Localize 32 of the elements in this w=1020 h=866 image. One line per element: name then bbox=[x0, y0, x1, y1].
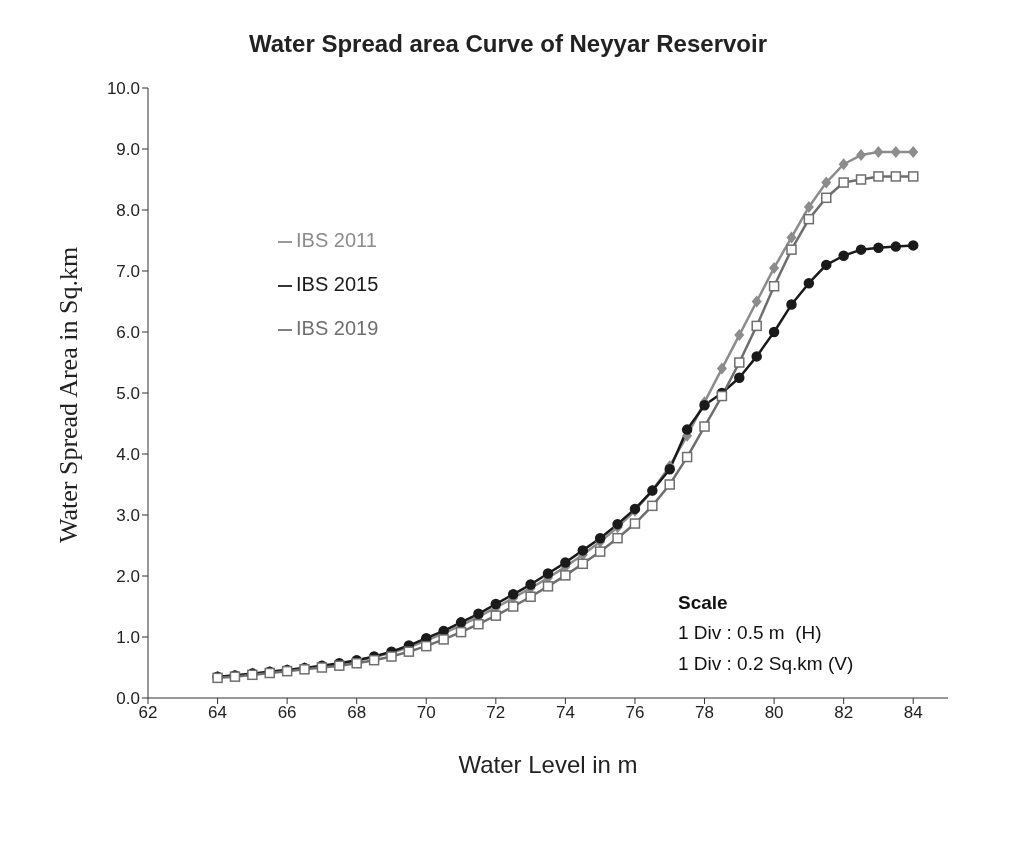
y-tick-label: 9.0 bbox=[116, 140, 140, 160]
y-tick-label: 4.0 bbox=[116, 445, 140, 465]
x-tick-label: 84 bbox=[903, 703, 923, 723]
x-tick-label: 70 bbox=[416, 703, 436, 723]
legend-label: IBS 2015 bbox=[296, 273, 379, 295]
y-tick-label: 7.0 bbox=[116, 262, 140, 282]
x-tick-label: 74 bbox=[555, 703, 575, 723]
chart-title: Water Spread area Curve of Neyyar Reservoir bbox=[248, 30, 768, 58]
x-tick-label: 80 bbox=[764, 703, 784, 723]
y-tick-label: 1.0 bbox=[116, 628, 140, 648]
x-tick-label: 78 bbox=[695, 703, 714, 723]
x-tick-label: 66 bbox=[277, 703, 297, 723]
y-tick-label: 6.0 bbox=[116, 323, 140, 343]
y-tick-label: 8.0 bbox=[116, 201, 140, 221]
x-axis-title: Water Level in m bbox=[458, 751, 638, 778]
annotation: 1 Div : 0.5 m (H) bbox=[678, 621, 823, 646]
x-tick-label: 82 bbox=[834, 703, 854, 723]
y-tick-label: 3.0 bbox=[116, 506, 140, 526]
y-axis-title: Water Spread Area in Sq.km bbox=[54, 246, 84, 543]
y-tick-label: 0.0 bbox=[116, 689, 140, 709]
x-tick-label: 76 bbox=[625, 703, 645, 723]
x-tick-label: 68 bbox=[347, 703, 367, 723]
legend-label: IBS 2011 bbox=[296, 229, 377, 251]
y-tick-label: 5.0 bbox=[116, 384, 140, 404]
y-tick-label: 2.0 bbox=[116, 567, 140, 587]
annotation: 1 Div : 0.2 Sq.km (V) bbox=[678, 651, 854, 676]
x-tick-label: 64 bbox=[208, 703, 228, 723]
legend-label: IBS 2019 bbox=[296, 317, 379, 339]
x-tick-label: 62 bbox=[138, 703, 158, 723]
x-tick-label: 72 bbox=[486, 703, 506, 723]
annotation: Scale bbox=[678, 591, 729, 615]
y-tick-label: 10.0 bbox=[106, 79, 140, 99]
